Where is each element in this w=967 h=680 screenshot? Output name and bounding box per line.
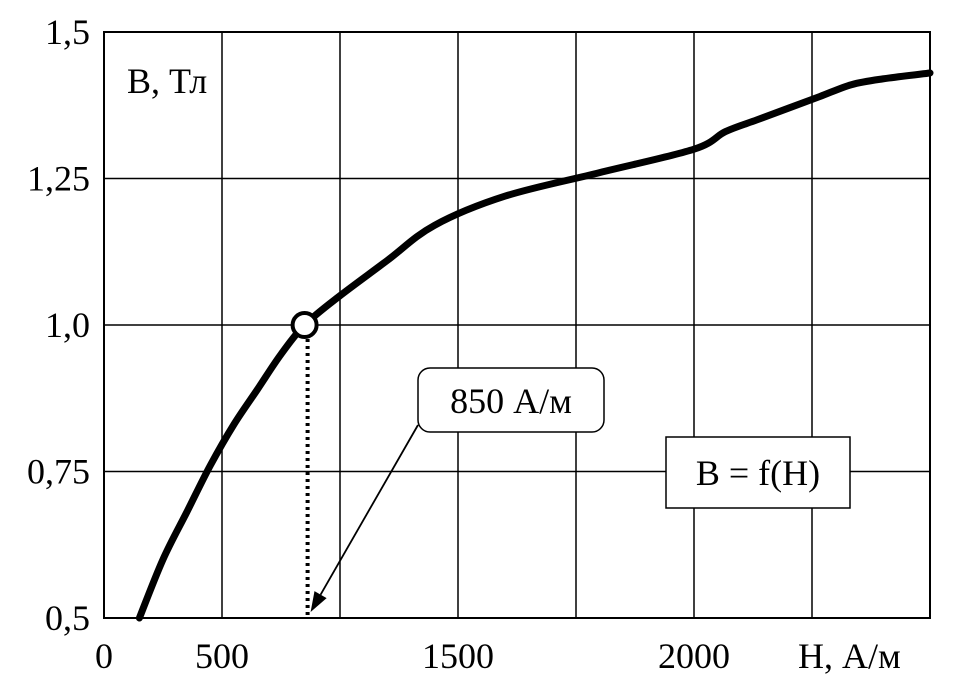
y-tick-label: 0,75 [27,452,90,492]
callout-arrow-line [319,424,419,596]
marker-layer [290,311,319,339]
y-tick-label: 1,5 [45,12,90,52]
function-callout-box [665,436,851,509]
x-tick-label: 1500 [422,636,494,676]
y-tick-label: 1,0 [45,305,90,345]
x-tick-label: 500 [195,636,249,676]
x-axis-label: H, А/м [798,636,901,676]
marker-point [290,311,319,339]
callouts: 850 А/м B = f(H) [417,367,851,509]
grid [104,31,930,619]
y-tick-label: 0,5 [45,598,90,638]
series-layer [135,69,934,622]
y-axis-ticks: 0,5 0,75 1,0 1,25 1,5 [27,12,90,638]
h-value-callout: 850 А/м [417,367,605,433]
y-axis-label: B, Тл [127,61,207,101]
callout-arrow-head [310,591,327,612]
x-axis-ticks: 0 500 1500 2000 [95,636,730,676]
bh-curve-line [135,69,934,622]
x-tick-label: 2000 [658,636,730,676]
plot-frame [103,31,931,619]
h-value-callout-text: 850 А/м [450,381,572,421]
h-value-callout-box [417,367,605,433]
function-callout: B = f(H) [665,436,851,509]
x-tick-label: 0 [95,636,113,676]
function-callout-text: B = f(H) [696,453,820,493]
y-tick-label: 1,25 [27,159,90,199]
arrow-layer [310,424,419,612]
